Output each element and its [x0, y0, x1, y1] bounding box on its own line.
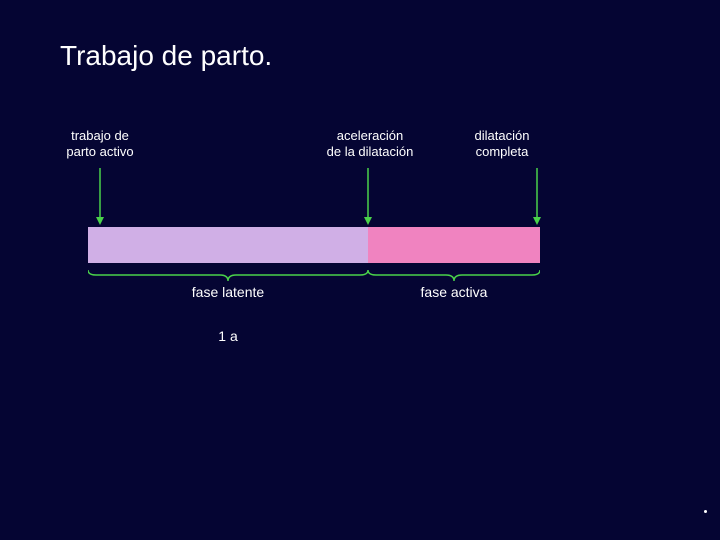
top-label-line2: de la dilatación: [300, 144, 440, 160]
corner-dot: [704, 510, 707, 513]
top-label-trabajo: trabajo de parto activo: [30, 128, 170, 159]
brace-activa: [368, 269, 540, 285]
brace-latente: [88, 269, 368, 285]
sub-label-1a: 1 a: [198, 328, 258, 344]
bar-segment-activa: [368, 227, 540, 263]
top-label-dilatacion: dilatación completa: [432, 128, 572, 159]
top-label-line1: dilatación: [432, 128, 572, 144]
phase-label-activa: fase activa: [374, 284, 534, 300]
top-label-line1: trabajo de: [30, 128, 170, 144]
arrow-dilatacion: [531, 168, 543, 227]
bar-segment-latente: [88, 227, 368, 263]
top-label-line2: completa: [432, 144, 572, 160]
phase-label-latente: fase latente: [148, 284, 308, 300]
top-label-line1: aceleración: [300, 128, 440, 144]
top-label-line2: parto activo: [30, 144, 170, 160]
arrow-trabajo: [94, 168, 106, 227]
top-label-aceleracion: aceleración de la dilatación: [300, 128, 440, 159]
arrow-aceleracion: [362, 168, 374, 227]
page-title: Trabajo de parto.: [60, 40, 272, 72]
